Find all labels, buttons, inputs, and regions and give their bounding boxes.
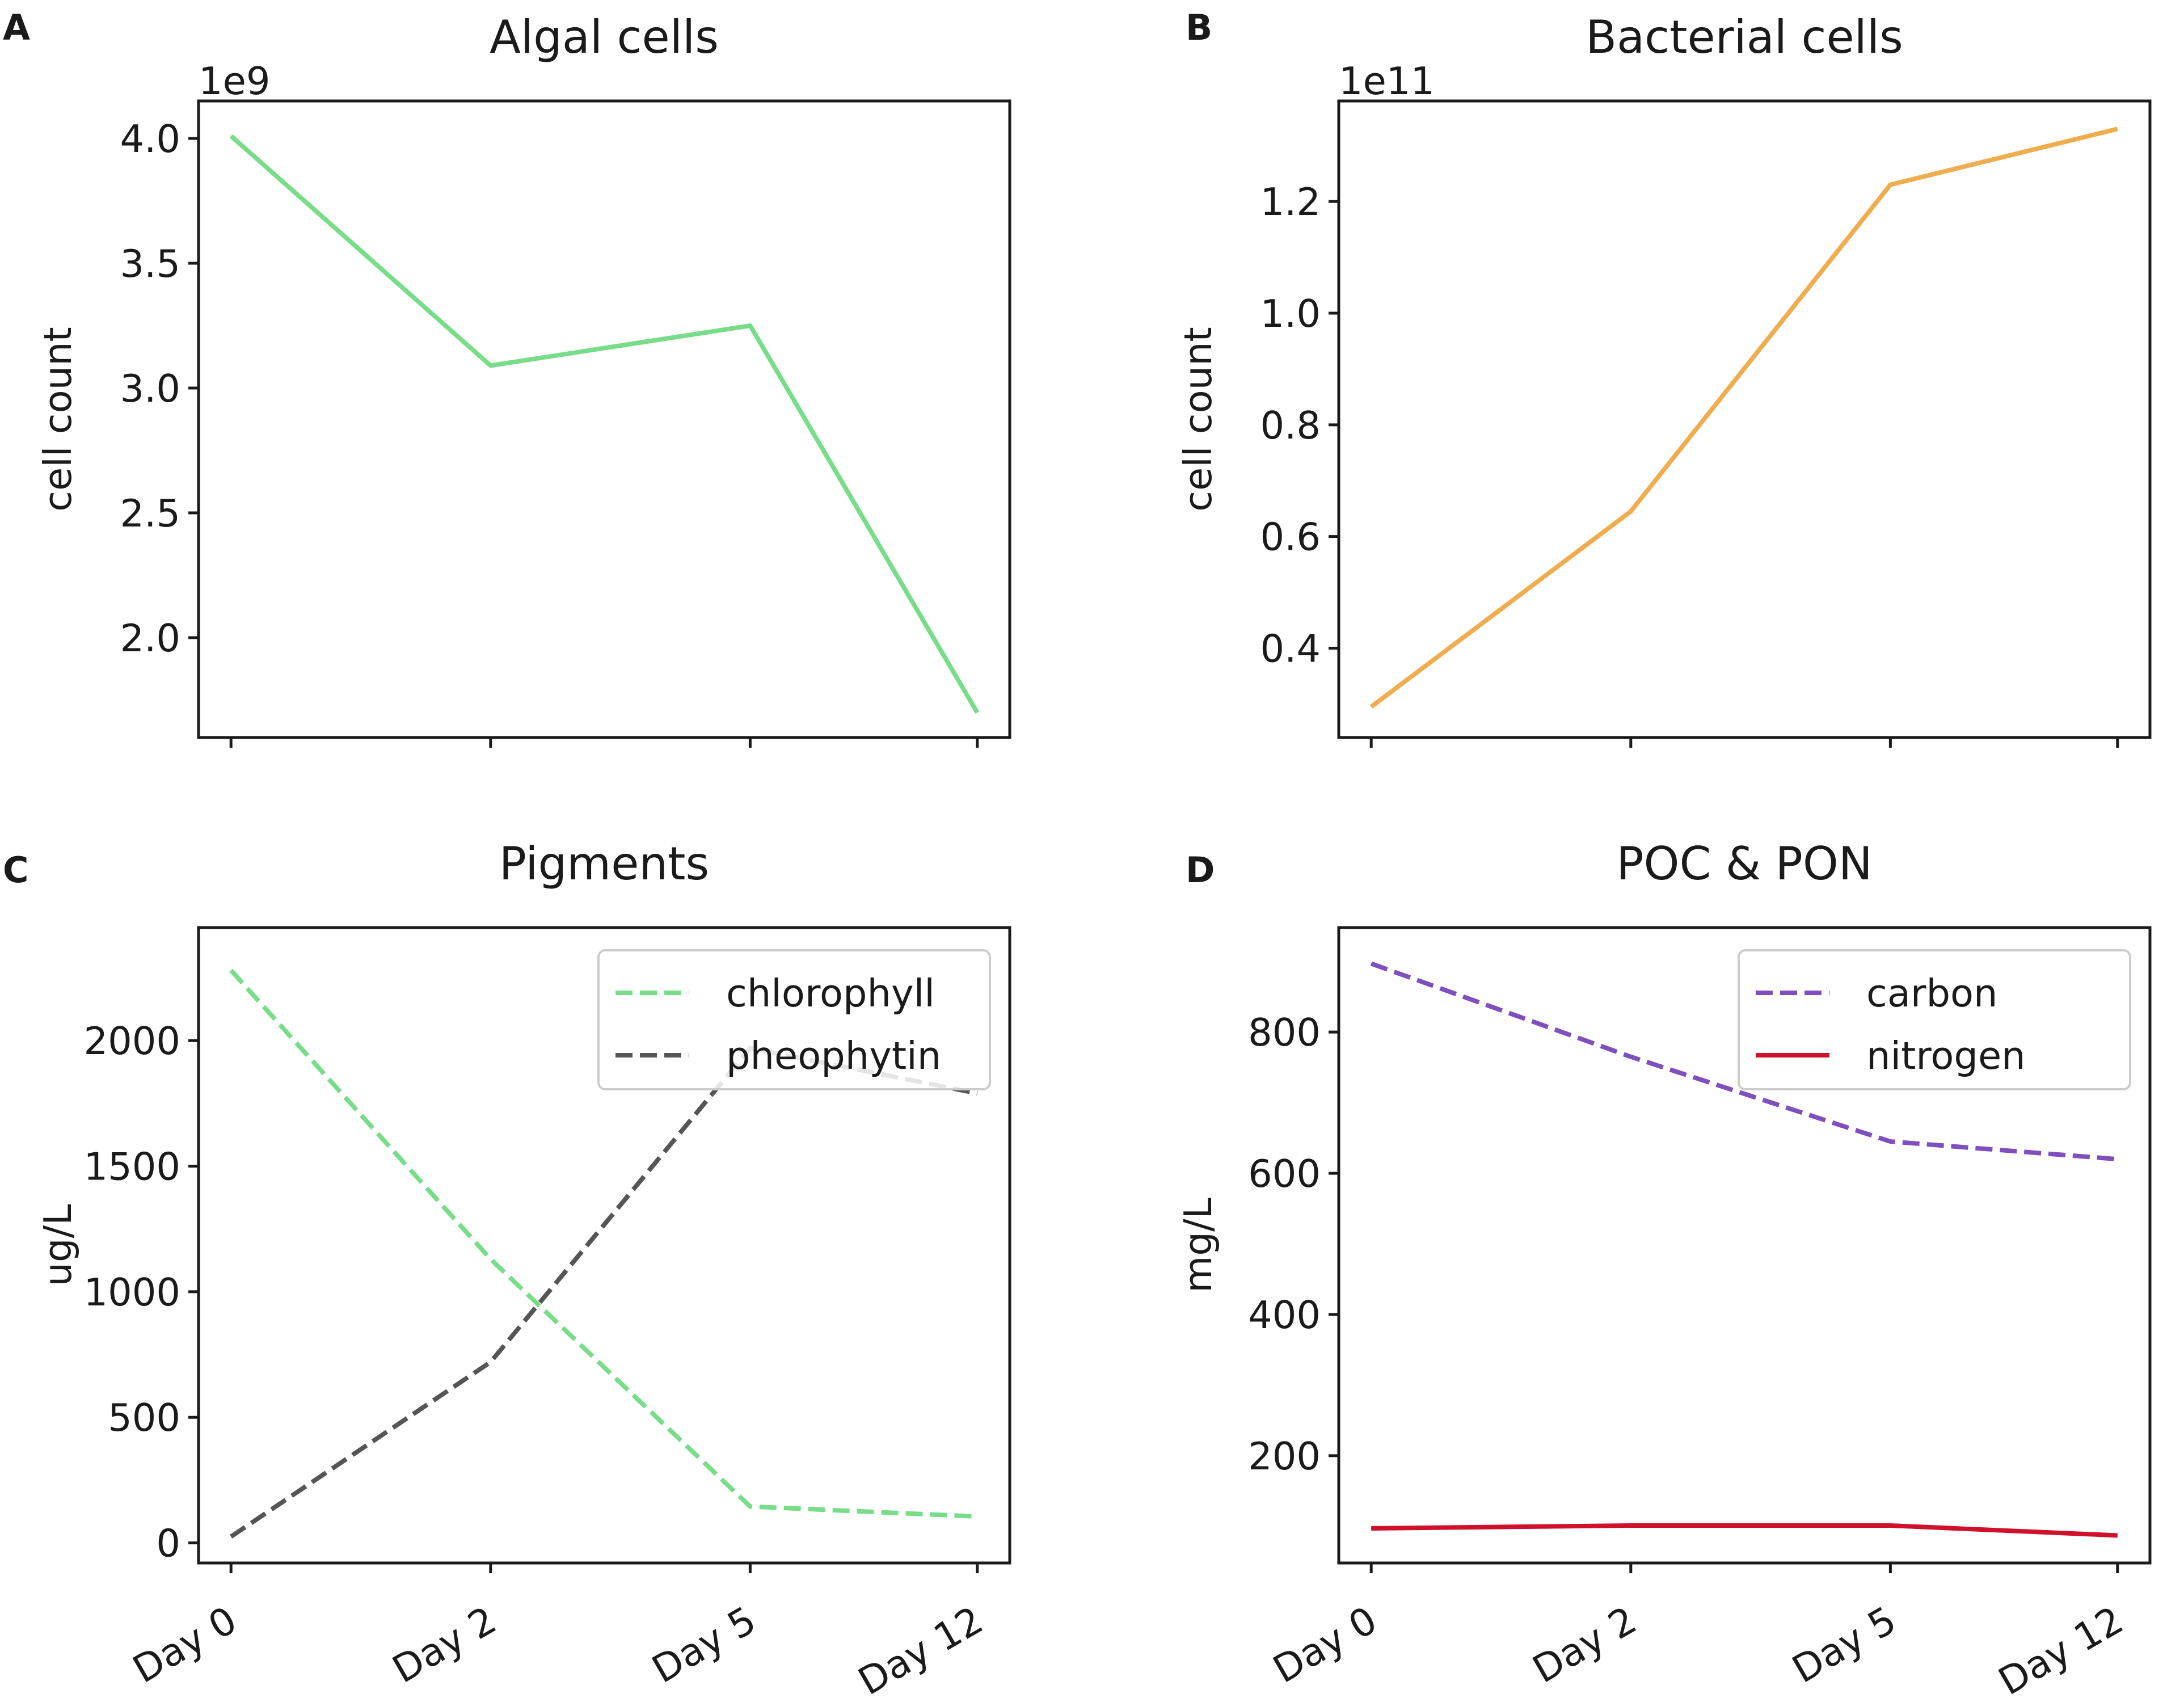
- panel-b: B Bacterial cells 1e11 cell count 0.4 0.6 0.8 1…: [1176, 7, 2152, 748]
- x-tick-label: Day 0: [1266, 1598, 1384, 1692]
- y-tick-label: 2000: [83, 1019, 180, 1063]
- y-tick-label: 0.4: [1260, 627, 1321, 671]
- axis-offset-text: 1e9: [199, 59, 270, 103]
- x-tick-label: Day 0: [125, 1598, 244, 1692]
- y-axis-label: cell count: [36, 327, 80, 512]
- y-tick-label: 0.8: [1260, 403, 1321, 448]
- y-tick-label: 3.0: [120, 366, 180, 411]
- y-tick-label: 0.6: [1260, 515, 1321, 559]
- x-tick-label: Day 2: [385, 1598, 504, 1692]
- y-tick-label: 0: [156, 1522, 180, 1566]
- panel-a: A Algal cells 1e9 cell count 2.0 2.5 3.0 3.5 4.0: [3, 7, 1011, 748]
- legend-label: chlorophyll: [726, 971, 935, 1016]
- x-tick-label: Day 2: [1525, 1598, 1644, 1692]
- y-tick-label: 500: [108, 1396, 180, 1440]
- y-tick-label: 1500: [83, 1145, 180, 1189]
- y-axis-label: ug/L: [36, 1204, 80, 1287]
- panel-letter: B: [1186, 7, 1212, 48]
- chart-title: Bacterial cells: [1586, 11, 1903, 64]
- axes-frame: [1337, 99, 2152, 739]
- series-line-algal-cells: [229, 134, 980, 714]
- legend: carbon nitrogen: [1738, 949, 2131, 1090]
- series-line-pheophytin: [229, 1046, 978, 1539]
- axes-frame: [197, 926, 1011, 1565]
- y-axis-label: cell count: [1176, 327, 1220, 512]
- legend-box: [1738, 949, 2131, 1090]
- series-line-carbon: [1370, 961, 2118, 1162]
- y-tick-label: 200: [1248, 1434, 1321, 1478]
- legend-label: carbon: [1866, 971, 1997, 1016]
- panel-letter: D: [1186, 849, 1215, 891]
- y-tick-label: 1000: [83, 1270, 180, 1314]
- axes-frame: [1337, 926, 2152, 1565]
- y-tick-label: 2.5: [120, 491, 180, 536]
- legend-label: nitrogen: [1866, 1034, 2026, 1078]
- panel-letter: A: [3, 7, 30, 48]
- legend: chlorophyll pheophytin: [597, 949, 991, 1090]
- y-tick-label: 4.0: [120, 117, 180, 161]
- panel-d: D POC & PON mg/L 200 400 600 800 Day 0 Day 2 Day …: [1176, 837, 2152, 1698]
- y-tick-label: 1.0: [1260, 292, 1321, 336]
- x-tick-label: Day 5: [1785, 1598, 1903, 1692]
- x-tick-label: Day 12: [1991, 1598, 2131, 1698]
- chart-title: Pigments: [499, 837, 709, 890]
- panel-letter: C: [3, 849, 29, 891]
- y-tick-label: 600: [1248, 1152, 1321, 1196]
- axes-frame: [197, 99, 1011, 739]
- series-line-bacterial-cells: [1369, 127, 2118, 709]
- x-tick-label: Day 5: [644, 1598, 763, 1692]
- legend-box: [597, 949, 991, 1090]
- chart-title: Algal cells: [490, 11, 719, 64]
- series-line-nitrogen: [1371, 1523, 2118, 1538]
- chart-title: POC & PON: [1616, 837, 1872, 890]
- y-tick-label: 1.2: [1260, 180, 1321, 224]
- y-axis-label: mg/L: [1176, 1198, 1220, 1293]
- axis-offset-text: 1e11: [1339, 59, 1435, 103]
- y-tick-label: 2.0: [120, 616, 180, 660]
- y-tick-label: 3.5: [120, 242, 180, 286]
- y-tick-label: 400: [1248, 1293, 1321, 1337]
- y-tick-label: 800: [1248, 1010, 1321, 1055]
- x-tick-label: Day 12: [851, 1598, 990, 1698]
- series-line-chlorophyll: [229, 968, 977, 1519]
- legend-label: pheophytin: [726, 1034, 941, 1078]
- panel-c: C Pigments ug/L 0 500 1000 1500 2000 Day 0 Day 2 D…: [3, 837, 1011, 1698]
